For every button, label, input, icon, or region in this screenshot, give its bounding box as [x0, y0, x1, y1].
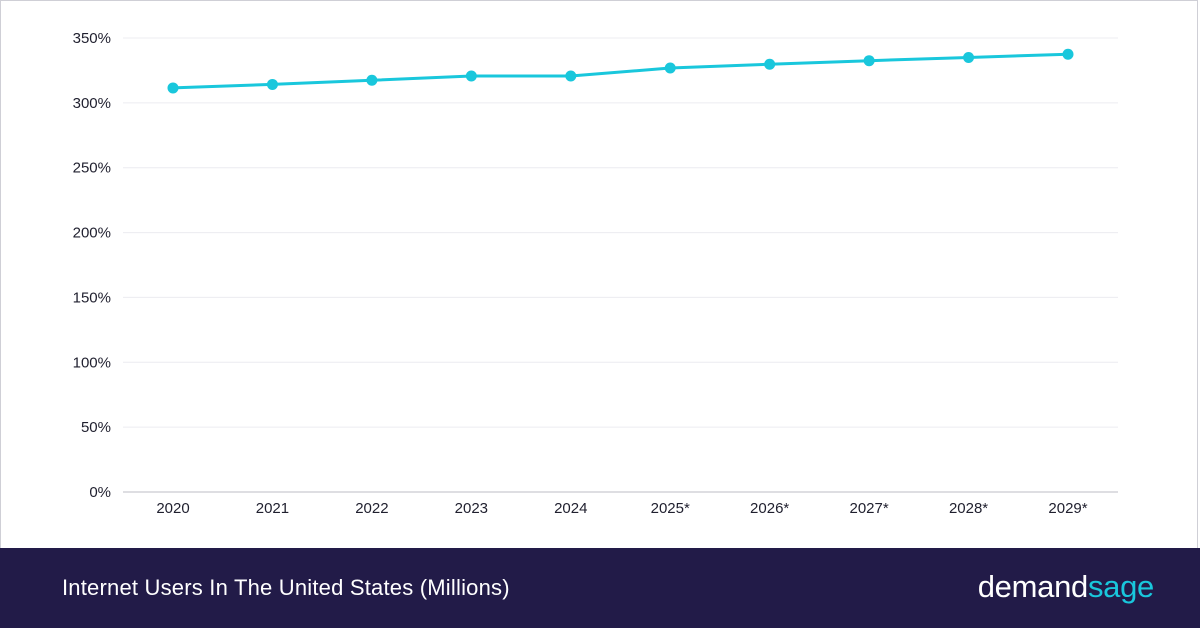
x-tick-label: 2023 — [455, 500, 488, 517]
data-point — [465, 70, 477, 82]
y-tick-label: 350% — [73, 30, 111, 47]
footer-bar: Internet Users In The United States (Mil… — [0, 548, 1200, 628]
x-tick-label: 2024 — [554, 500, 587, 517]
chart-title: Internet Users In The United States (Mil… — [62, 575, 510, 600]
y-tick-label: 0% — [89, 484, 111, 501]
data-point — [1062, 48, 1074, 60]
series-path — [171, 52, 1070, 90]
x-tick-label: 2025* — [651, 500, 690, 517]
x-tick-label: 2029* — [1048, 500, 1087, 517]
data-point — [764, 58, 776, 70]
x-axis-ticks: 2020 2021 2022 2023 2024 2025* 2026* 2027* 2028*… — [156, 500, 1087, 517]
demandsage-logo: demandsage — [977, 548, 1155, 628]
data-point — [963, 51, 975, 63]
y-tick-label: 250% — [73, 160, 111, 177]
data-point — [266, 78, 278, 90]
chart-frame: 0% 50% 100% 150% 200% 250% 300% 350% 2020 2021 20… — [0, 0, 1198, 548]
y-tick-label: 50% — [81, 419, 111, 436]
y-tick-label: 300% — [73, 95, 111, 112]
y-axis-ticks: 0% 50% 100% 150% 200% 250% 300% 350% — [73, 30, 111, 501]
y-tick-label: 150% — [73, 289, 111, 306]
x-tick-label: 2027* — [850, 500, 889, 517]
data-point — [863, 55, 875, 67]
data-point — [664, 62, 676, 74]
brand-demand: demand — [977, 569, 1089, 604]
x-tick-label: 2028* — [949, 500, 988, 517]
x-tick-label: 2020 — [156, 500, 189, 517]
x-tick-label: 2022 — [355, 500, 388, 517]
data-point — [565, 70, 577, 82]
data-point — [167, 82, 179, 94]
gridlines — [123, 37, 1118, 493]
y-tick-label: 100% — [73, 354, 111, 371]
y-tick-label: 200% — [73, 225, 111, 242]
data-point — [366, 74, 378, 86]
brand-sage: sage — [1087, 569, 1154, 604]
series-line — [167, 48, 1074, 94]
line-chart: 0%50%100%150%200%250%300%350% 2020 2021 20… — [73, 30, 1118, 517]
x-tick-label: 2021 — [256, 500, 289, 517]
x-tick-label: 2026* — [750, 500, 789, 517]
